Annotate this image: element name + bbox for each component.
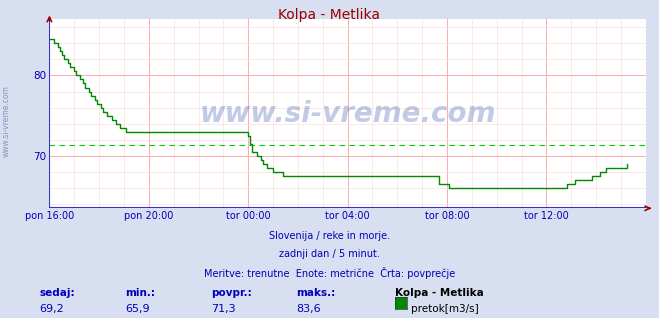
Text: pretok[m3/s]: pretok[m3/s] — [411, 304, 479, 314]
Text: Meritve: trenutne  Enote: metrične  Črta: povprečje: Meritve: trenutne Enote: metrične Črta: … — [204, 267, 455, 280]
Text: Kolpa - Metlika: Kolpa - Metlika — [279, 8, 380, 22]
Text: sedaj:: sedaj: — [40, 288, 75, 298]
Text: povpr.:: povpr.: — [211, 288, 252, 298]
Text: Slovenija / reke in morje.: Slovenija / reke in morje. — [269, 231, 390, 240]
Text: 69,2: 69,2 — [40, 304, 65, 314]
Text: min.:: min.: — [125, 288, 156, 298]
Text: maks.:: maks.: — [297, 288, 336, 298]
Text: www.si-vreme.com: www.si-vreme.com — [200, 100, 496, 128]
Text: Kolpa - Metlika: Kolpa - Metlika — [395, 288, 484, 298]
Text: 83,6: 83,6 — [297, 304, 321, 314]
Text: 71,3: 71,3 — [211, 304, 235, 314]
Text: 65,9: 65,9 — [125, 304, 150, 314]
Text: www.si-vreme.com: www.si-vreme.com — [2, 85, 11, 157]
Text: zadnji dan / 5 minut.: zadnji dan / 5 minut. — [279, 249, 380, 259]
